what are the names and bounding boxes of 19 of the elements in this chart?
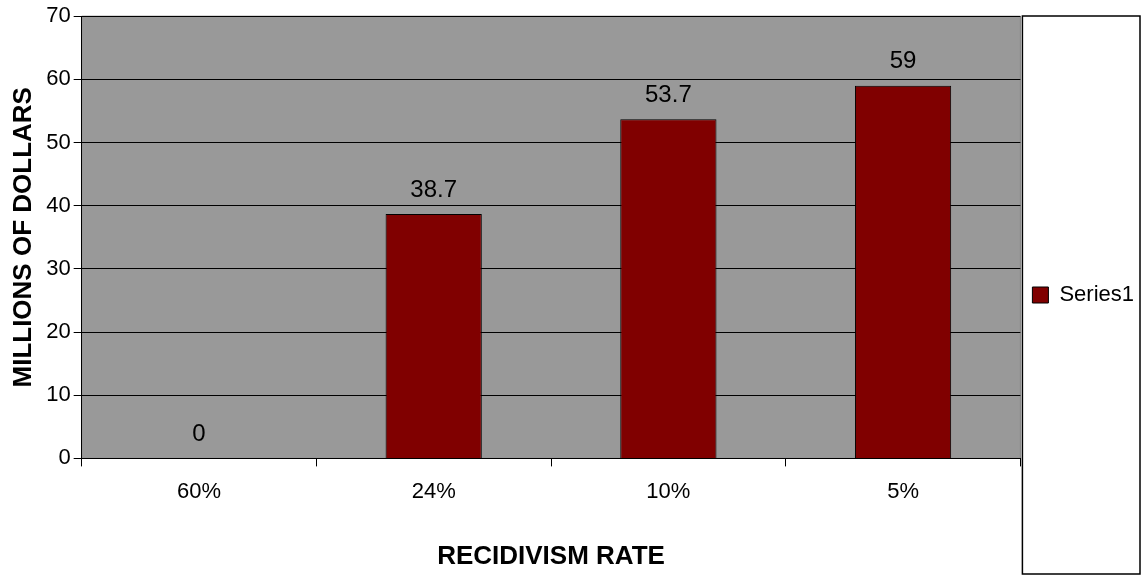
x-tick-label: 60% — [176, 477, 222, 503]
y-tick-label: 0 — [58, 444, 71, 470]
x-tick-label: 10% — [646, 477, 691, 503]
x-axis-title: RECIDIVISM RATE — [437, 539, 665, 570]
y-tick-label: 50 — [46, 128, 71, 154]
y-tick-label: 60 — [46, 65, 71, 91]
x-tick-label: 5% — [887, 477, 919, 503]
data-label: 53.7 — [645, 79, 692, 107]
y-tick-label: 40 — [46, 191, 71, 217]
y-tick-label: 70 — [46, 2, 71, 28]
y-tick-label: 20 — [46, 318, 71, 344]
data-label: 38.7 — [410, 174, 458, 202]
data-label: 59 — [889, 46, 917, 74]
y-tick-label: 30 — [46, 254, 71, 280]
y-tick-label: 10 — [46, 381, 71, 407]
data-label: 0 — [192, 419, 206, 447]
x-tick-label: 24% — [411, 477, 456, 503]
y-axis-title: MILLIONS OF DOLLARS — [6, 87, 37, 388]
legend-label: Series1 — [1059, 281, 1134, 307]
